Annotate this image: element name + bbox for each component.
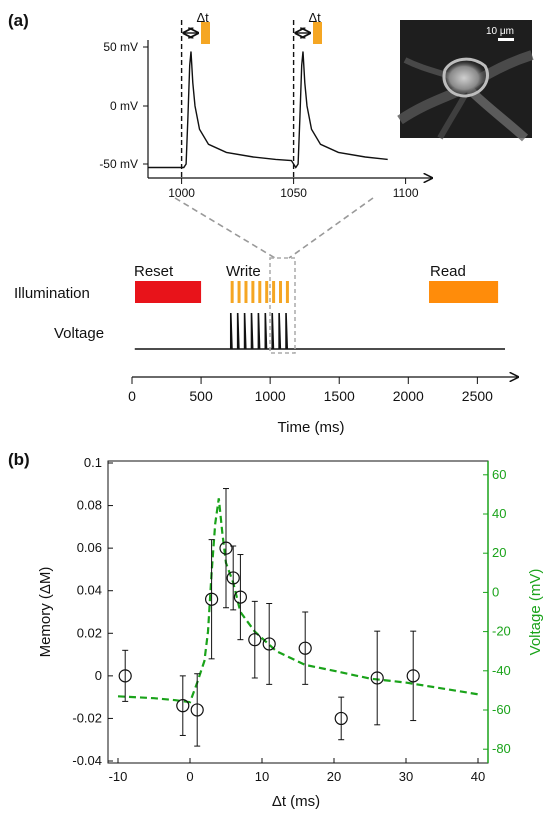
y2-tick-label: -60 (492, 702, 511, 717)
write-pulse (265, 281, 269, 303)
inset-x-tick-label: 1100 (393, 186, 419, 200)
voltage-label: Voltage (54, 325, 104, 342)
panel-a-label: (a) (8, 11, 29, 30)
data-point (248, 633, 262, 647)
time-tick-label: 1000 (255, 388, 286, 404)
microscope-image: 10 μm (397, 20, 534, 142)
y2-tick-label: 60 (492, 467, 506, 482)
y2-axis-label: Voltage (mV) (527, 569, 544, 656)
y2-tick-label: 0 (492, 584, 499, 599)
zoom-window (269, 257, 296, 354)
x-tick-label: 40 (471, 769, 485, 784)
x-tick-label: 30 (399, 769, 413, 784)
reset-label: Reset (134, 263, 174, 280)
y2-tick-label: 20 (492, 545, 506, 560)
delta-t-label: Δt (196, 10, 209, 25)
x-tick-label: 20 (327, 769, 341, 784)
inset-plot: 50 mV 0 mV -50 mV 1000 1050 1100 Δt Δt (99, 10, 432, 200)
data-point (226, 571, 240, 585)
data-point (233, 590, 247, 604)
inset-y-tick-label: -50 mV (99, 157, 138, 171)
data-point (370, 671, 384, 685)
write-pulse (237, 281, 241, 303)
y-tick-label: 0 (95, 668, 102, 683)
data-point (334, 711, 348, 726)
y-axis-label: Memory (ΔM) (37, 567, 54, 658)
time-tick-label: 2500 (462, 388, 493, 404)
data-point (118, 669, 132, 683)
x-tick-label: -10 (109, 769, 128, 784)
write-pulse (258, 281, 262, 303)
light-pulse (201, 22, 210, 44)
y2-tick-label: -80 (492, 741, 511, 756)
inset-x-tick-label: 1050 (280, 186, 307, 200)
zoom-connector (174, 197, 276, 259)
voltage-trace (134, 312, 505, 350)
write-label: Write (226, 263, 261, 280)
voltage-curve (117, 498, 479, 704)
y2-tick-label: 40 (492, 506, 506, 521)
data-point (262, 637, 276, 651)
x-axis-label: Δt (ms) (272, 793, 320, 810)
time-axis-label: Time (ms) (278, 419, 345, 436)
y-tick-label: -0.04 (72, 753, 102, 768)
delta-t-label: Δt (308, 10, 321, 25)
x-tick-label: 10 (255, 769, 269, 784)
write-pulse (272, 281, 276, 303)
y-tick-label: 0.08 (77, 498, 102, 513)
write-pulse (230, 281, 234, 303)
light-pulse (313, 22, 322, 44)
inset-x-tick-label: 1000 (168, 186, 195, 200)
y2-tick-label: -40 (492, 663, 511, 678)
write-pulse (285, 281, 289, 303)
y-tick-label: -0.02 (72, 710, 102, 725)
data-point (406, 669, 420, 683)
reset-bar (135, 281, 202, 303)
panel-b-label: (b) (8, 450, 30, 469)
y-tick-label: 0.1 (84, 455, 102, 470)
zoom-connector (288, 197, 374, 259)
time-tick-label: 1500 (324, 388, 355, 404)
write-pulse (251, 281, 255, 303)
data-point (205, 592, 219, 606)
membrane-trace (148, 51, 388, 169)
time-tick-label: 2000 (393, 388, 424, 404)
data-point (298, 641, 312, 655)
write-pulse (244, 281, 248, 303)
write-pulse (279, 281, 283, 303)
data-point (190, 703, 204, 717)
y-tick-label: 0.04 (77, 583, 102, 598)
scale-bar-label: 10 μm (486, 26, 514, 37)
x-tick-label: 0 (186, 769, 193, 784)
y-tick-label: 0.02 (77, 625, 102, 640)
scale-bar (498, 38, 514, 41)
time-tick-label: 500 (189, 388, 213, 404)
illumination-label: Illumination (14, 285, 90, 302)
data-point (176, 699, 190, 713)
read-label: Read (430, 263, 466, 280)
time-tick-label: 0 (128, 388, 136, 404)
y2-tick-label: -20 (492, 624, 511, 639)
y-tick-label: 0.06 (77, 540, 102, 555)
inset-y-tick-label: 0 mV (110, 99, 138, 113)
inset-y-tick-label: 50 mV (103, 40, 138, 54)
read-bar (429, 281, 499, 303)
data-point (219, 541, 233, 555)
plot-frame (107, 460, 489, 764)
